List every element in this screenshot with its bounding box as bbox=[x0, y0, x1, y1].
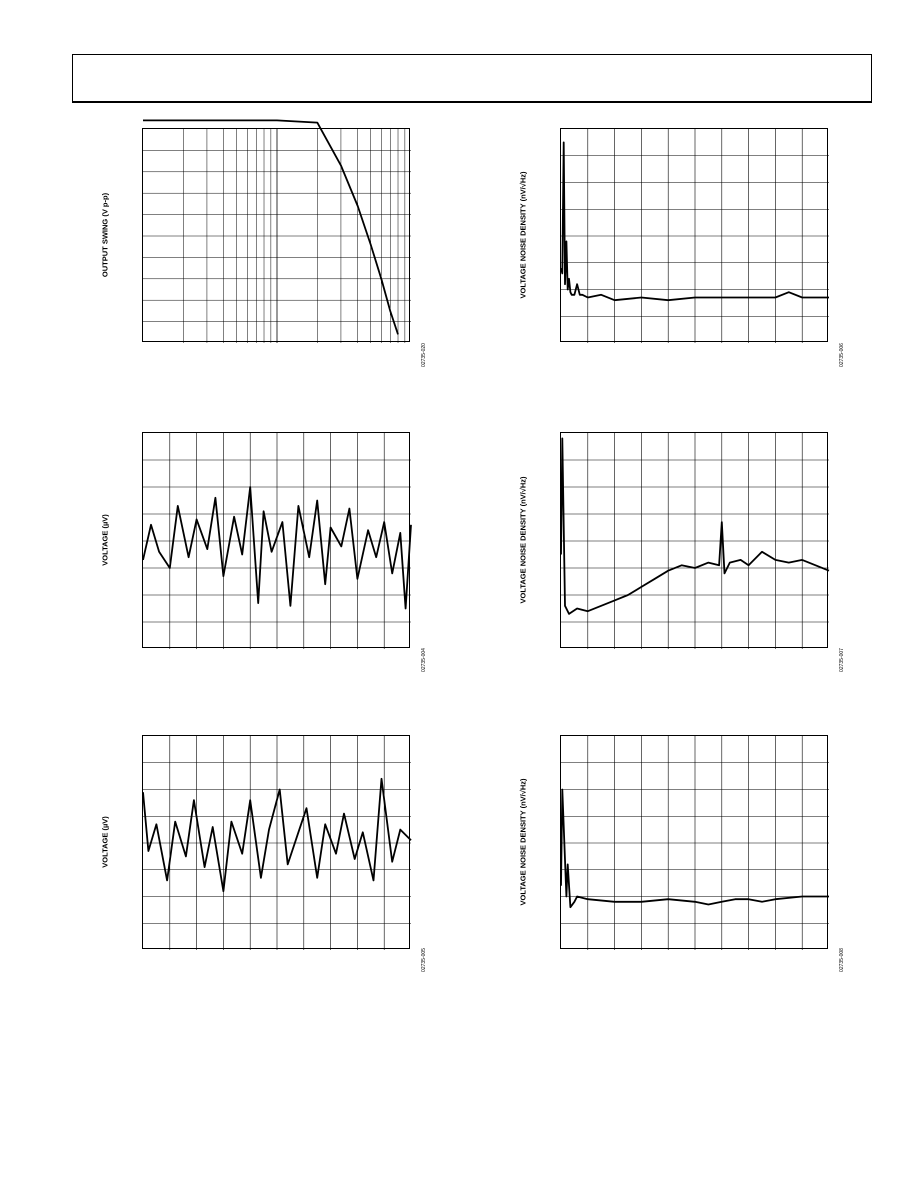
series-line bbox=[560, 141, 829, 302]
y-axis-label: VOLTAGE NOISE DENSITY (nV/√Hz) bbox=[518, 476, 528, 604]
chart-svg bbox=[560, 433, 830, 649]
y-axis-label: VOLTAGE NOISE DENSITY (nV/√Hz) bbox=[518, 778, 528, 906]
y-axis-label: VOLTAGE (µV) bbox=[100, 514, 110, 566]
header-box bbox=[72, 54, 872, 103]
chart-svg bbox=[143, 119, 411, 343]
plot-area bbox=[142, 432, 412, 649]
plot-area bbox=[560, 432, 830, 649]
series-line bbox=[143, 119, 399, 335]
y-axis-label: VOLTAGE (µV) bbox=[100, 816, 110, 868]
chart-svg bbox=[142, 736, 412, 950]
plot-area bbox=[142, 735, 412, 950]
figure-id: 02735-008 bbox=[839, 948, 845, 972]
figure-id: 02735-007 bbox=[839, 648, 845, 672]
chart-svg bbox=[560, 129, 829, 343]
chart-svg bbox=[142, 433, 412, 649]
figure-id: 02735-005 bbox=[421, 948, 427, 972]
series-line bbox=[560, 788, 829, 909]
plot-area bbox=[560, 128, 829, 343]
chart-svg bbox=[560, 736, 829, 950]
plot-area bbox=[142, 119, 411, 343]
y-axis-label: OUTPUT SWING (V p-p) bbox=[100, 192, 110, 278]
y-axis-label: VOLTAGE NOISE DENSITY (nV/√Hz) bbox=[518, 171, 528, 299]
plot-area bbox=[560, 735, 829, 950]
figure-id: 02735-020 bbox=[421, 343, 427, 367]
series-line bbox=[560, 437, 830, 615]
series-line bbox=[142, 486, 412, 610]
figure-id: 02735-006 bbox=[839, 343, 845, 367]
figure-id: 02735-004 bbox=[421, 648, 427, 672]
series-line bbox=[142, 777, 412, 893]
